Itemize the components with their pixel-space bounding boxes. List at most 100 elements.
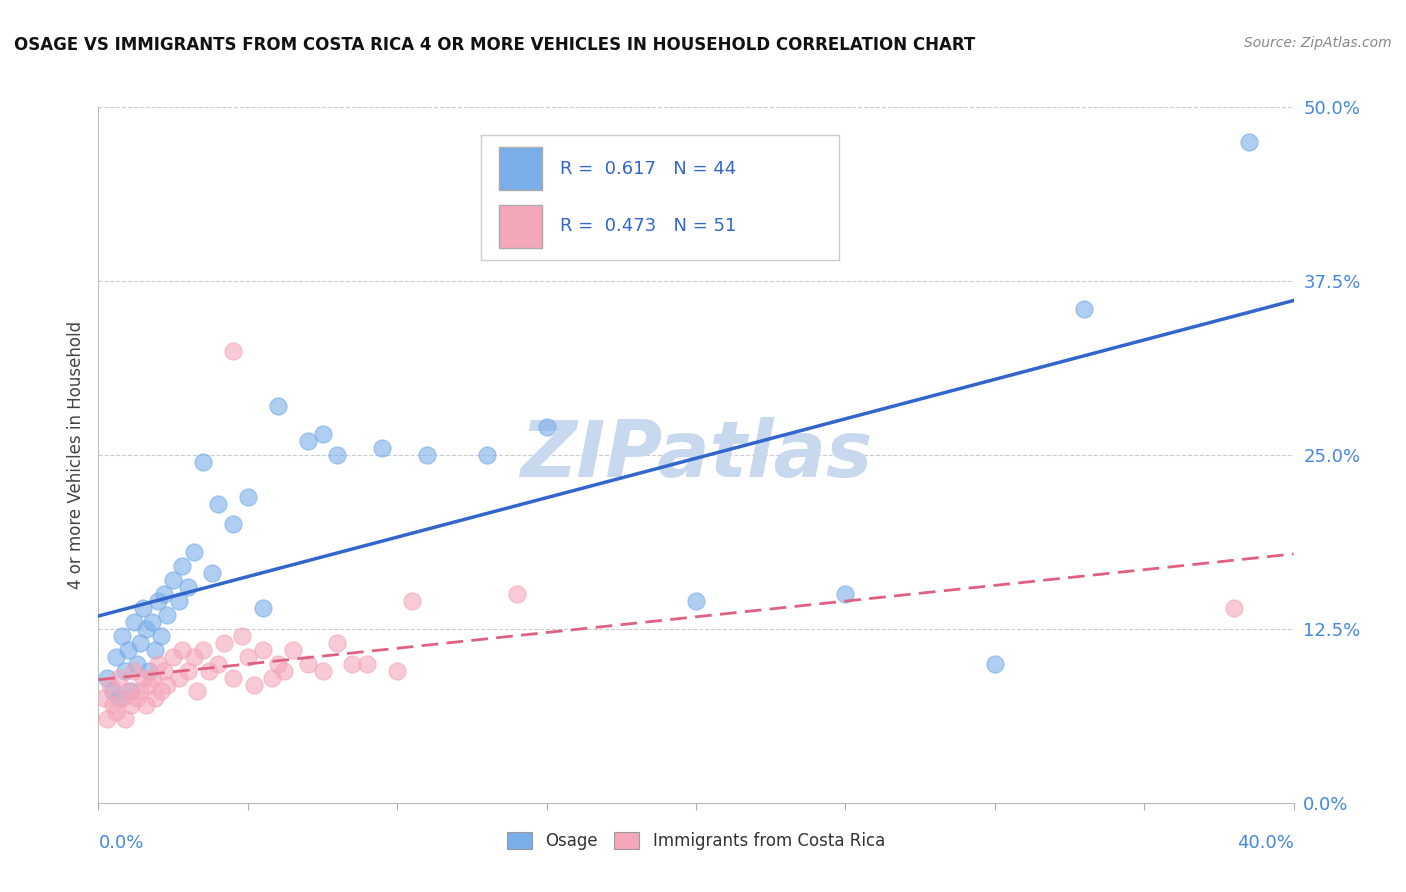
- Point: [267, 399, 290, 413]
- Point: [167, 671, 190, 685]
- Point: [198, 664, 221, 678]
- Point: [207, 657, 229, 671]
- Point: [96, 712, 118, 726]
- Point: [143, 691, 166, 706]
- Point: [124, 664, 146, 678]
- Point: [148, 657, 170, 671]
- Point: [297, 434, 319, 448]
- Point: [685, 594, 707, 608]
- Point: [326, 636, 349, 650]
- Point: [138, 664, 160, 678]
- Point: [984, 657, 1007, 671]
- Point: [153, 664, 176, 678]
- Point: [117, 684, 139, 698]
- Point: [129, 684, 152, 698]
- Point: [141, 615, 163, 629]
- Point: [120, 684, 142, 698]
- Point: [105, 706, 128, 720]
- Point: [124, 615, 146, 629]
- Point: [172, 642, 194, 657]
- Point: [260, 671, 283, 685]
- Point: [129, 636, 152, 650]
- Point: [222, 671, 245, 685]
- Point: [183, 545, 205, 559]
- Point: [506, 587, 529, 601]
- Text: 0.0%: 0.0%: [98, 834, 143, 852]
- Point: [111, 629, 134, 643]
- Point: [416, 448, 439, 462]
- Point: [98, 677, 122, 691]
- Point: [222, 343, 245, 358]
- Point: [273, 664, 295, 678]
- Text: ZIPatlas: ZIPatlas: [520, 417, 872, 493]
- Point: [252, 642, 274, 657]
- Point: [132, 601, 155, 615]
- Point: [172, 559, 194, 574]
- Point: [212, 636, 235, 650]
- Point: [153, 587, 176, 601]
- Point: [1223, 601, 1246, 615]
- Point: [311, 664, 333, 678]
- Point: [93, 691, 115, 706]
- Point: [281, 642, 304, 657]
- Point: [311, 427, 333, 442]
- Point: [236, 490, 259, 504]
- Point: [108, 671, 131, 685]
- Point: [236, 649, 259, 664]
- Point: [111, 691, 134, 706]
- Point: [143, 642, 166, 657]
- Point: [167, 594, 190, 608]
- Point: [150, 684, 173, 698]
- Legend: Osage, Immigrants from Costa Rica: Osage, Immigrants from Costa Rica: [501, 826, 891, 857]
- Point: [117, 642, 139, 657]
- Point: [385, 664, 409, 678]
- Text: OSAGE VS IMMIGRANTS FROM COSTA RICA 4 OR MORE VEHICLES IN HOUSEHOLD CORRELATION : OSAGE VS IMMIGRANTS FROM COSTA RICA 4 OR…: [14, 36, 976, 54]
- Point: [401, 594, 423, 608]
- Point: [252, 601, 274, 615]
- Point: [150, 629, 173, 643]
- Point: [127, 691, 149, 706]
- Point: [201, 566, 224, 581]
- Point: [156, 677, 179, 691]
- Text: Source: ZipAtlas.com: Source: ZipAtlas.com: [1244, 36, 1392, 50]
- Point: [114, 712, 136, 726]
- Point: [267, 657, 290, 671]
- Point: [162, 649, 184, 664]
- Text: 40.0%: 40.0%: [1237, 834, 1294, 852]
- Point: [108, 691, 131, 706]
- Point: [96, 671, 118, 685]
- Point: [177, 664, 200, 678]
- Point: [222, 517, 245, 532]
- Point: [114, 664, 136, 678]
- Point: [177, 580, 200, 594]
- Point: [156, 607, 179, 622]
- Point: [127, 657, 149, 671]
- Point: [135, 698, 157, 713]
- Point: [148, 594, 170, 608]
- Point: [162, 573, 184, 587]
- Point: [356, 657, 378, 671]
- Point: [834, 587, 856, 601]
- Point: [207, 497, 229, 511]
- Point: [342, 657, 364, 671]
- Point: [475, 448, 498, 462]
- Point: [326, 448, 349, 462]
- Point: [135, 622, 157, 636]
- Point: [371, 441, 394, 455]
- Point: [536, 420, 558, 434]
- Point: [1237, 135, 1260, 149]
- Point: [103, 698, 125, 713]
- Point: [132, 671, 155, 685]
- Point: [138, 677, 160, 691]
- Point: [191, 642, 214, 657]
- Point: [231, 629, 253, 643]
- Point: [191, 455, 214, 469]
- Point: [186, 684, 208, 698]
- Point: [183, 649, 205, 664]
- Point: [297, 657, 319, 671]
- Point: [1073, 301, 1095, 316]
- Point: [120, 698, 142, 713]
- Point: [243, 677, 266, 691]
- Point: [103, 684, 125, 698]
- Y-axis label: 4 or more Vehicles in Household: 4 or more Vehicles in Household: [66, 321, 84, 589]
